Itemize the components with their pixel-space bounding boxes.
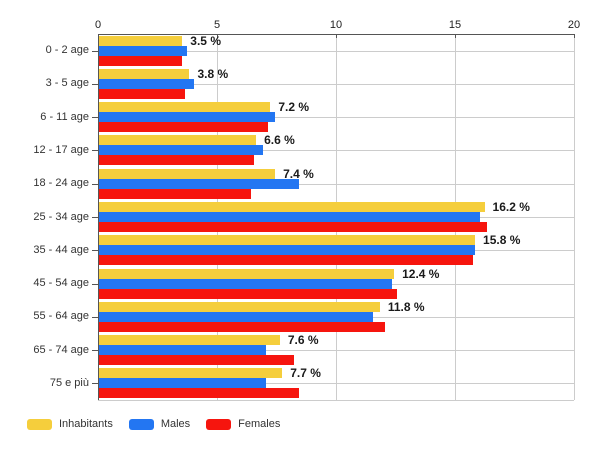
y-axis-tick [92, 217, 98, 218]
bar-males[interactable] [99, 278, 392, 289]
bar-males[interactable] [99, 245, 476, 256]
value-label: 3.8 % [197, 66, 229, 81]
category-label: 65 - 74 age [33, 343, 89, 356]
bar-inhabitants[interactable] [99, 102, 271, 113]
bar-inhabitants[interactable] [99, 168, 276, 179]
x-axis-tick-label: 15 [448, 19, 462, 31]
plot-bottom-border [98, 400, 574, 401]
legend-item-females[interactable]: Females [206, 418, 280, 430]
bar-females[interactable] [99, 188, 252, 199]
y-axis-line [98, 34, 99, 400]
category-label: 25 - 34 age [33, 210, 89, 223]
horizontal-gridline [98, 83, 574, 85]
bar-females[interactable] [99, 355, 295, 366]
horizontal-gridline [98, 383, 574, 385]
y-axis-tick [92, 283, 98, 285]
value-label: 7.4 % [283, 166, 314, 181]
bar-females[interactable] [99, 321, 385, 332]
category-label: 0 - 2 age [45, 44, 89, 57]
bar-females[interactable] [99, 55, 183, 66]
value-label: 16.2 % [492, 200, 530, 214]
value-label: 6.6 % [264, 133, 295, 148]
bar-females[interactable] [99, 155, 254, 166]
x-axis-tick-label: 0 [94, 19, 102, 31]
bar-inhabitants[interactable] [99, 368, 283, 379]
legend-swatch-females [206, 418, 232, 430]
legend-item-inhabitants[interactable]: Inhabitants [27, 418, 113, 430]
bar-inhabitants[interactable] [99, 235, 476, 246]
legend-swatch-inhabitants [27, 418, 52, 430]
bar-inhabitants[interactable] [99, 301, 380, 312]
x-axis-tick [217, 34, 218, 38]
bar-inhabitants[interactable] [99, 268, 395, 279]
legend-item-males[interactable]: Males [128, 418, 191, 430]
category-label: 75 e più [49, 376, 89, 389]
bar-females[interactable] [99, 122, 268, 133]
bar-inhabitants[interactable] [99, 35, 183, 46]
legend-label: Inhabitants [59, 418, 113, 430]
horizontal-gridline [98, 350, 574, 352]
x-axis-tick-label: 10 [329, 19, 343, 31]
horizontal-gridline [98, 150, 574, 152]
category-label: 12 - 17 age [33, 143, 89, 156]
horizontal-gridline [98, 50, 574, 52]
vertical-gridline [574, 34, 575, 400]
x-axis-tick [574, 34, 575, 38]
value-label: 15.8 % [483, 233, 521, 248]
bar-males[interactable] [99, 145, 264, 156]
y-axis-tick [92, 150, 98, 152]
y-axis-tick [92, 50, 98, 52]
x-axis-tick [336, 34, 337, 38]
category-label: 18 - 24 age [33, 177, 89, 190]
bar-males[interactable] [99, 345, 266, 356]
y-axis-tick [92, 350, 98, 352]
x-axis-tick-label: 20 [567, 19, 581, 31]
bar-inhabitants[interactable] [99, 135, 257, 146]
value-label: 7.7 % [290, 366, 321, 381]
horizontal-gridline [98, 183, 574, 185]
value-label: 11.8 % [387, 299, 425, 314]
category-label: 3 - 5 age [45, 77, 89, 90]
legend-label: Females [238, 418, 281, 430]
category-label: 35 - 44 age [33, 243, 89, 256]
category-label: 55 - 64 age [33, 310, 89, 323]
x-axis-tick-label: 5 [213, 19, 221, 31]
category-label: 6 - 11 age [40, 110, 89, 123]
x-axis-tick [455, 34, 456, 38]
bar-males[interactable] [99, 112, 276, 123]
bar-inhabitants[interactable] [99, 68, 190, 79]
y-axis-tick [92, 316, 98, 318]
bar-males[interactable] [99, 45, 188, 56]
y-axis-tick [92, 117, 98, 119]
bar-females[interactable] [99, 288, 397, 299]
bar-males[interactable] [99, 378, 266, 389]
value-label: 12.4 % [402, 266, 440, 281]
legend: Inhabitants Males Females [27, 418, 280, 430]
bar-inhabitants[interactable] [99, 335, 280, 346]
bar-females[interactable] [99, 88, 185, 99]
bar-females[interactable] [99, 222, 487, 232]
bar-males[interactable] [99, 78, 195, 89]
legend-label: Males [160, 418, 191, 430]
value-label: 7.6 % [287, 333, 319, 348]
y-axis-tick [92, 250, 98, 252]
value-label: 3.5 % [190, 33, 221, 48]
legend-swatch-males [128, 418, 154, 430]
bar-females[interactable] [99, 388, 299, 399]
bar-males[interactable] [99, 212, 480, 222]
category-label: 45 - 54 age [33, 277, 89, 290]
y-axis-tick [92, 183, 98, 185]
bar-inhabitants[interactable] [99, 202, 485, 212]
bar-males[interactable] [99, 311, 373, 322]
y-axis-tick [92, 383, 98, 385]
bar-females[interactable] [99, 255, 473, 266]
value-label: 7.2 % [278, 100, 310, 115]
bar-males[interactable] [99, 178, 299, 189]
x-axis-tick [98, 34, 99, 38]
horizontal-gridline [98, 117, 574, 119]
y-axis-tick [92, 83, 98, 85]
